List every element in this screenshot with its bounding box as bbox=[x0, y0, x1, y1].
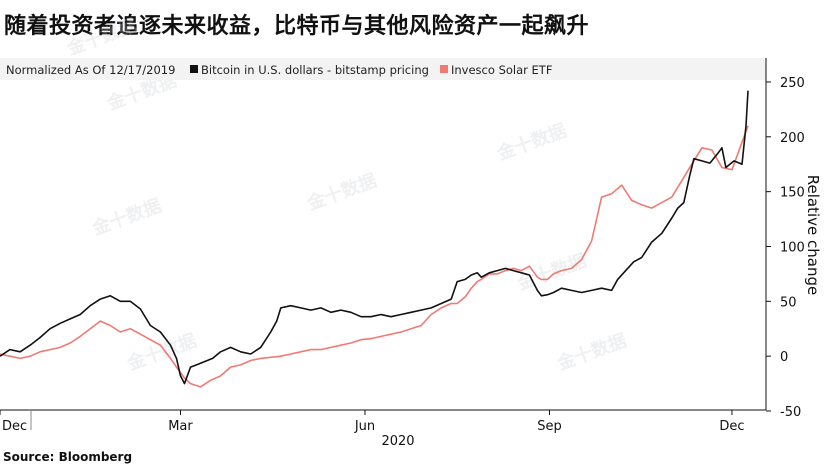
y-tick-label-1: 0 bbox=[780, 350, 788, 365]
x-tick-label-4: Dec bbox=[719, 419, 744, 434]
series-line-0 bbox=[0, 90, 749, 385]
legend-background bbox=[0, 58, 766, 80]
y-tick-label-6: 250 bbox=[780, 76, 805, 91]
x-tick-label-0: Dec bbox=[2, 419, 27, 434]
source-note: Source: Bloomberg bbox=[3, 450, 133, 464]
y-tick-label-0: -50 bbox=[780, 405, 801, 420]
legend: Normalized As Of 12/17/2019 Bitcoin in U.… bbox=[6, 63, 552, 77]
series-line-1 bbox=[0, 125, 749, 388]
legend-swatch-1 bbox=[440, 65, 448, 73]
x-tick-label-3: Sep bbox=[537, 419, 562, 434]
watermark-2: 金十数据 bbox=[493, 119, 569, 165]
watermark-4: 金十数据 bbox=[513, 249, 589, 295]
y-tick-label-2: 50 bbox=[780, 295, 797, 310]
y-tick-label-3: 100 bbox=[780, 240, 805, 255]
plot-area bbox=[0, 90, 749, 388]
y-axis-label: Relative change bbox=[804, 175, 822, 295]
chart-title: 随着投资者追逐未来收益，比特币与其他风险资产一起飙升 bbox=[4, 13, 590, 39]
x-tick-label-1: Mar bbox=[168, 419, 193, 434]
axes: -50 0 50 100 150 200 250 Relative change Dec Mar J… bbox=[0, 58, 822, 449]
x-tick-label-2: Jun bbox=[354, 419, 375, 434]
legend-entry-0: Bitcoin in U.S. dollars - bitstamp prici… bbox=[201, 63, 429, 77]
y-tick-label-4: 150 bbox=[780, 186, 805, 201]
watermark-1: 金十数据 bbox=[303, 169, 379, 215]
legend-entry-1: Invesco Solar ETF bbox=[451, 63, 552, 77]
legend-note: Normalized As Of 12/17/2019 bbox=[6, 63, 175, 77]
legend-swatch-0 bbox=[190, 65, 198, 73]
watermark-5: 金十数据 bbox=[553, 329, 629, 375]
x-year-label: 2020 bbox=[381, 434, 414, 449]
watermark-7: 金十数据 bbox=[63, 14, 139, 60]
watermark-6: 金十数据 bbox=[123, 329, 199, 375]
watermark-3: 金十数据 bbox=[88, 194, 164, 240]
y-tick-label-5: 200 bbox=[780, 131, 805, 146]
